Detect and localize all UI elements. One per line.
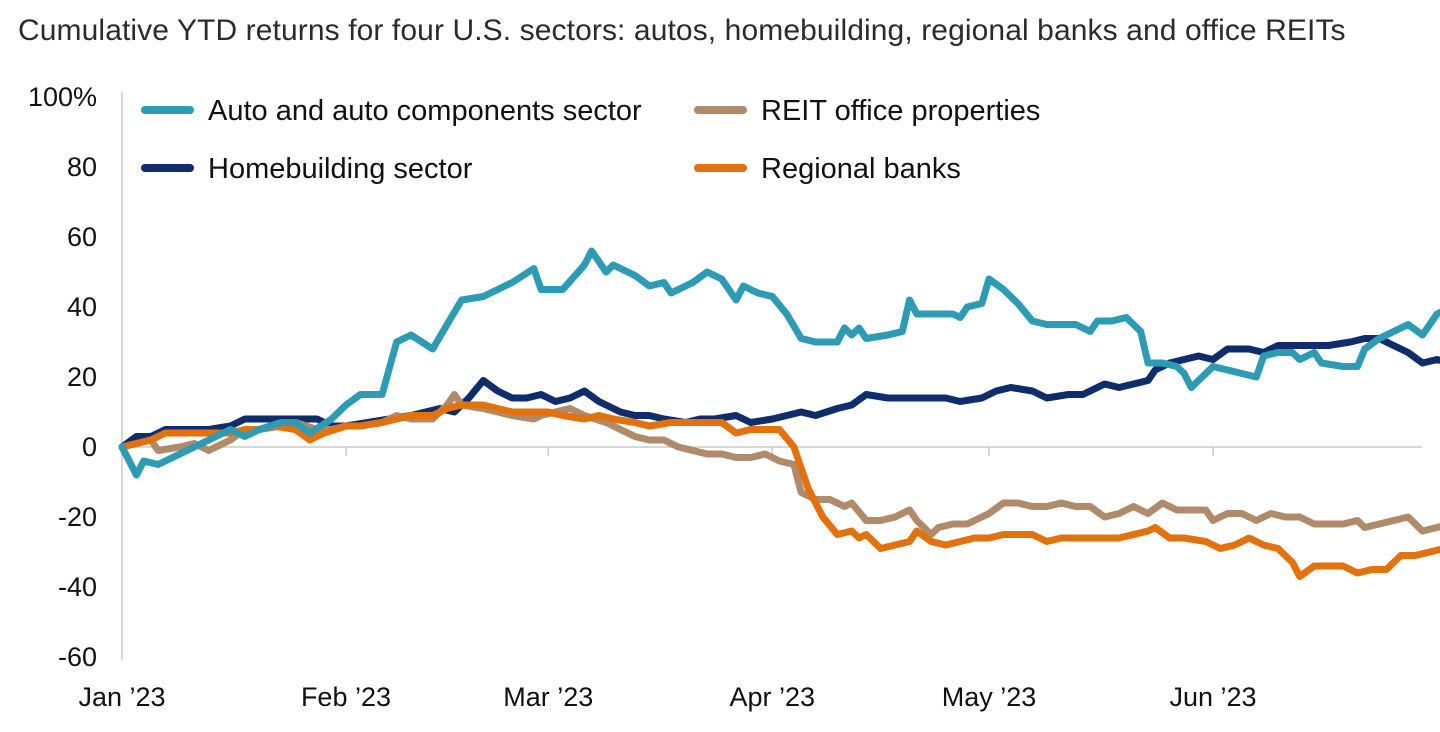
legend-label-reit-office-properties: REIT office properties: [761, 95, 1040, 127]
x-tick-label: May ’23: [942, 682, 1037, 712]
series-line-auto-and-auto-components-sector: [118, 247, 1440, 479]
x-tick-label: Feb ’23: [301, 682, 391, 712]
y-tick-label: 0: [82, 432, 97, 462]
y-tick-label: -20: [58, 502, 97, 532]
y-tick-label: 80: [67, 152, 97, 182]
legend-label-homebuilding-sector: Homebuilding sector: [208, 153, 473, 185]
x-tick-label: Apr ’23: [729, 682, 815, 712]
x-tick-label: Mar ’23: [503, 682, 593, 712]
y-tick-label: 100%: [28, 82, 97, 112]
legend-label-auto-and-auto-components-sector: Auto and auto components sector: [208, 95, 642, 127]
x-tick-label: Jan ’23: [78, 682, 165, 712]
x-axis-ticks: Jan ’23 Feb ’23 Mar ’23 Apr ’23 May ’23 Jun ’…: [78, 447, 1257, 712]
x-tick-label: Jun ’23: [1169, 682, 1256, 712]
series-lines: [118, 247, 1440, 580]
series-line-regional-banks: [118, 401, 1440, 580]
y-tick-label: 40: [67, 292, 97, 322]
y-tick-label: 20: [67, 362, 97, 392]
chart-title: Cumulative YTD returns for four U.S. sec…: [18, 14, 1346, 47]
legend: Auto and auto components sector REIT offi…: [141, 95, 1040, 185]
y-tick-label: -60: [58, 642, 97, 672]
y-axis-ticks: 100% 80 60 40 20 0 -20 -40 -60: [28, 82, 97, 672]
legend-label-regional-banks: Regional banks: [761, 153, 961, 185]
y-tick-label: -40: [58, 572, 97, 602]
y-tick-label: 60: [67, 222, 97, 252]
